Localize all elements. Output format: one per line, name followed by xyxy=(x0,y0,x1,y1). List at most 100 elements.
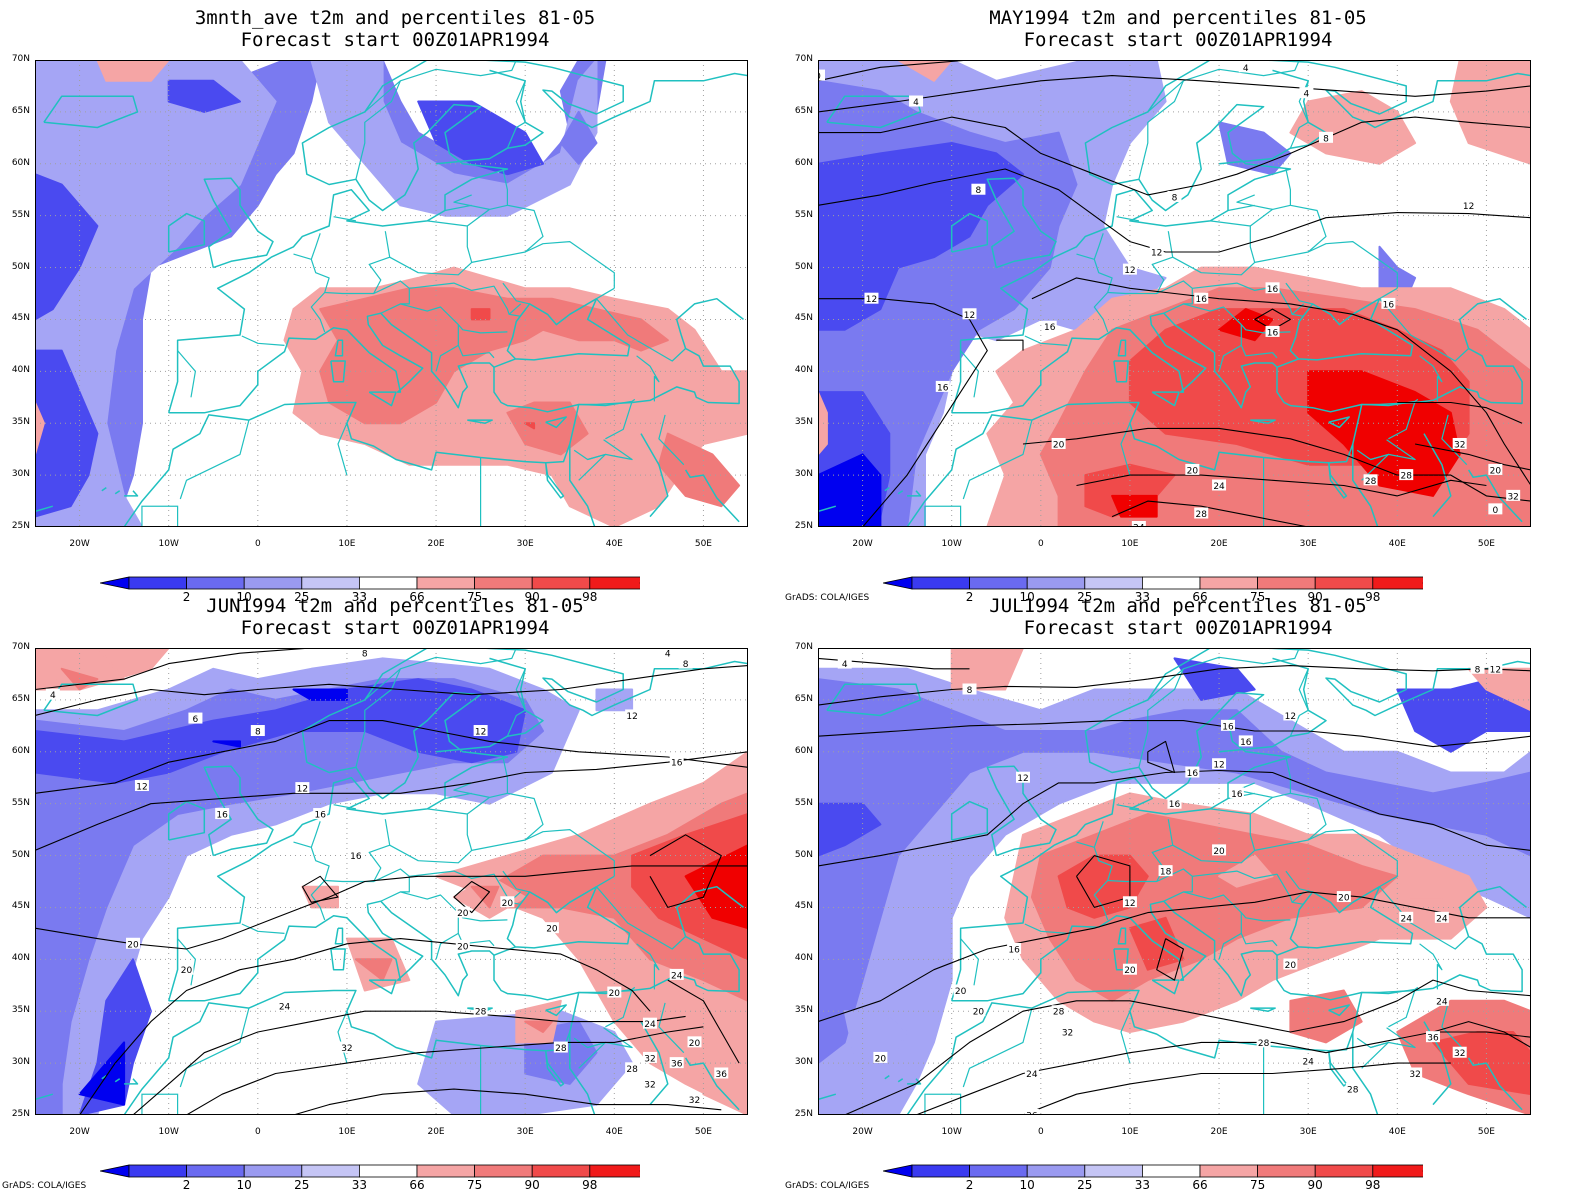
country-border xyxy=(177,350,196,398)
percentile-shading-blue-25 xyxy=(1218,121,1292,176)
colorbar-arrow-low xyxy=(99,1164,130,1178)
latitude-label: 50N xyxy=(794,849,813,860)
coastline xyxy=(897,490,904,495)
country-border xyxy=(1361,986,1419,995)
contour-label: 32 xyxy=(1507,492,1518,502)
panel-title: 3mnth_ave t2m and percentiles 81-05 xyxy=(194,7,596,29)
colorbar-segment xyxy=(301,1164,360,1178)
colorbar-segment xyxy=(128,1164,187,1178)
temperature-contour xyxy=(1156,938,1184,981)
coastline xyxy=(826,683,922,717)
panel-subtitle: Forecast start 00Z01APR1994 xyxy=(1023,617,1333,639)
latitude-label: 60N xyxy=(794,745,813,756)
colorbar-tick-label: 98 xyxy=(1365,1178,1381,1192)
country-border xyxy=(179,1007,250,1088)
colorbar-tick-label: 33 xyxy=(351,1178,368,1192)
country-border xyxy=(1289,668,1309,737)
coastline xyxy=(907,1078,922,1085)
longitude-label: 20W xyxy=(69,1127,90,1137)
percentile-shading-red-66 xyxy=(1449,60,1531,165)
contour-label: 12 xyxy=(1124,899,1135,909)
contour-label: 36 xyxy=(1427,1034,1439,1044)
longitude-label: 30E xyxy=(516,539,534,549)
colorbar-tick-label: 90 xyxy=(524,1178,540,1192)
country-border xyxy=(435,324,459,372)
contour-label: 4 xyxy=(50,691,56,701)
country-border xyxy=(1291,891,1305,905)
temperature-contour xyxy=(818,168,1531,253)
contour-label: 12 xyxy=(1285,712,1296,722)
country-border xyxy=(457,933,495,947)
latitude-label: 45N xyxy=(794,901,813,912)
temperature-contour xyxy=(132,1010,686,1115)
longitude-label: 50E xyxy=(1477,539,1495,549)
colorbar-segment xyxy=(186,1164,245,1178)
colorbar xyxy=(882,1163,1431,1178)
contour-label: 32 xyxy=(1454,1049,1465,1059)
country-border xyxy=(605,401,633,440)
contour-label: 24 xyxy=(1213,482,1225,492)
contour-label: 20 xyxy=(546,925,558,935)
colorbar-tick-label: 90 xyxy=(1307,1178,1323,1192)
longitude-label: 40E xyxy=(1388,1127,1406,1137)
map-plot xyxy=(35,60,771,542)
coastline xyxy=(1263,60,1531,129)
latitude-label: 45N xyxy=(11,901,30,912)
country-border xyxy=(355,668,401,768)
coastline xyxy=(950,60,1292,414)
colorbar-tick-label: 2 xyxy=(965,590,974,604)
coastline xyxy=(167,648,509,1002)
colorbar-segment xyxy=(1141,1164,1201,1178)
latitude-label: 30N xyxy=(794,1057,813,1068)
contour-label: 12 xyxy=(297,785,308,795)
contour-label: 8 xyxy=(362,650,368,660)
contour-label: 24 xyxy=(1026,1070,1038,1080)
colorbar-tick-label: 90 xyxy=(1307,590,1323,604)
coastline xyxy=(1423,433,1452,518)
temperature-contour xyxy=(35,865,748,950)
temperature-contour xyxy=(301,875,339,903)
coastline xyxy=(569,444,596,527)
temperature-contour xyxy=(996,339,1024,351)
country-border xyxy=(1138,668,1184,768)
coastline xyxy=(818,1093,837,1101)
coastline xyxy=(1250,419,1276,424)
coastline xyxy=(114,1078,121,1083)
temperature-contour xyxy=(35,665,748,717)
contour-label: 16 xyxy=(1267,328,1279,338)
colorbar-tick-label: 66 xyxy=(409,590,425,604)
map-panel-3mnth-ave: 3mnth_ave t2m and percentiles 81-05 Forec… xyxy=(0,0,790,604)
coastline xyxy=(1327,462,1348,499)
contour-label: 12 xyxy=(1490,665,1501,675)
latitude-label: 65N xyxy=(794,105,813,116)
colorbar-tick-label: 98 xyxy=(582,1178,598,1192)
coastline xyxy=(101,486,107,492)
coastline xyxy=(334,927,344,945)
longitude-label: 10E xyxy=(338,539,356,549)
country-border xyxy=(1361,1041,1390,1069)
latitude-label: 25N xyxy=(794,521,813,531)
percentile-shading-blue-2 xyxy=(212,740,241,748)
contour-label: 20 xyxy=(689,1039,701,1049)
contour-label: 16 xyxy=(1383,300,1395,310)
latitude-label: 70N xyxy=(11,642,30,652)
coastline xyxy=(950,648,1292,1002)
coastline xyxy=(1327,1050,1348,1087)
coastline xyxy=(124,1078,139,1085)
colorbar-tick-label: 10 xyxy=(236,590,252,604)
contour-label: 28 xyxy=(555,1044,567,1054)
country-border xyxy=(1024,923,1068,934)
longitude-label: 10E xyxy=(1121,539,1139,549)
latitude-label: 30N xyxy=(11,469,30,480)
region-box xyxy=(141,505,179,527)
coastline xyxy=(950,212,989,253)
country-border xyxy=(506,668,526,737)
coastline xyxy=(1117,339,1127,357)
country-border xyxy=(1240,933,1278,947)
temperature-contour xyxy=(1022,1062,1451,1115)
contour-label: 12 xyxy=(136,783,147,793)
temperature-contour xyxy=(818,720,1531,748)
longitude-label: 40E xyxy=(605,1127,623,1137)
coastline xyxy=(684,1057,740,1111)
temperature-contour xyxy=(1022,427,1531,502)
